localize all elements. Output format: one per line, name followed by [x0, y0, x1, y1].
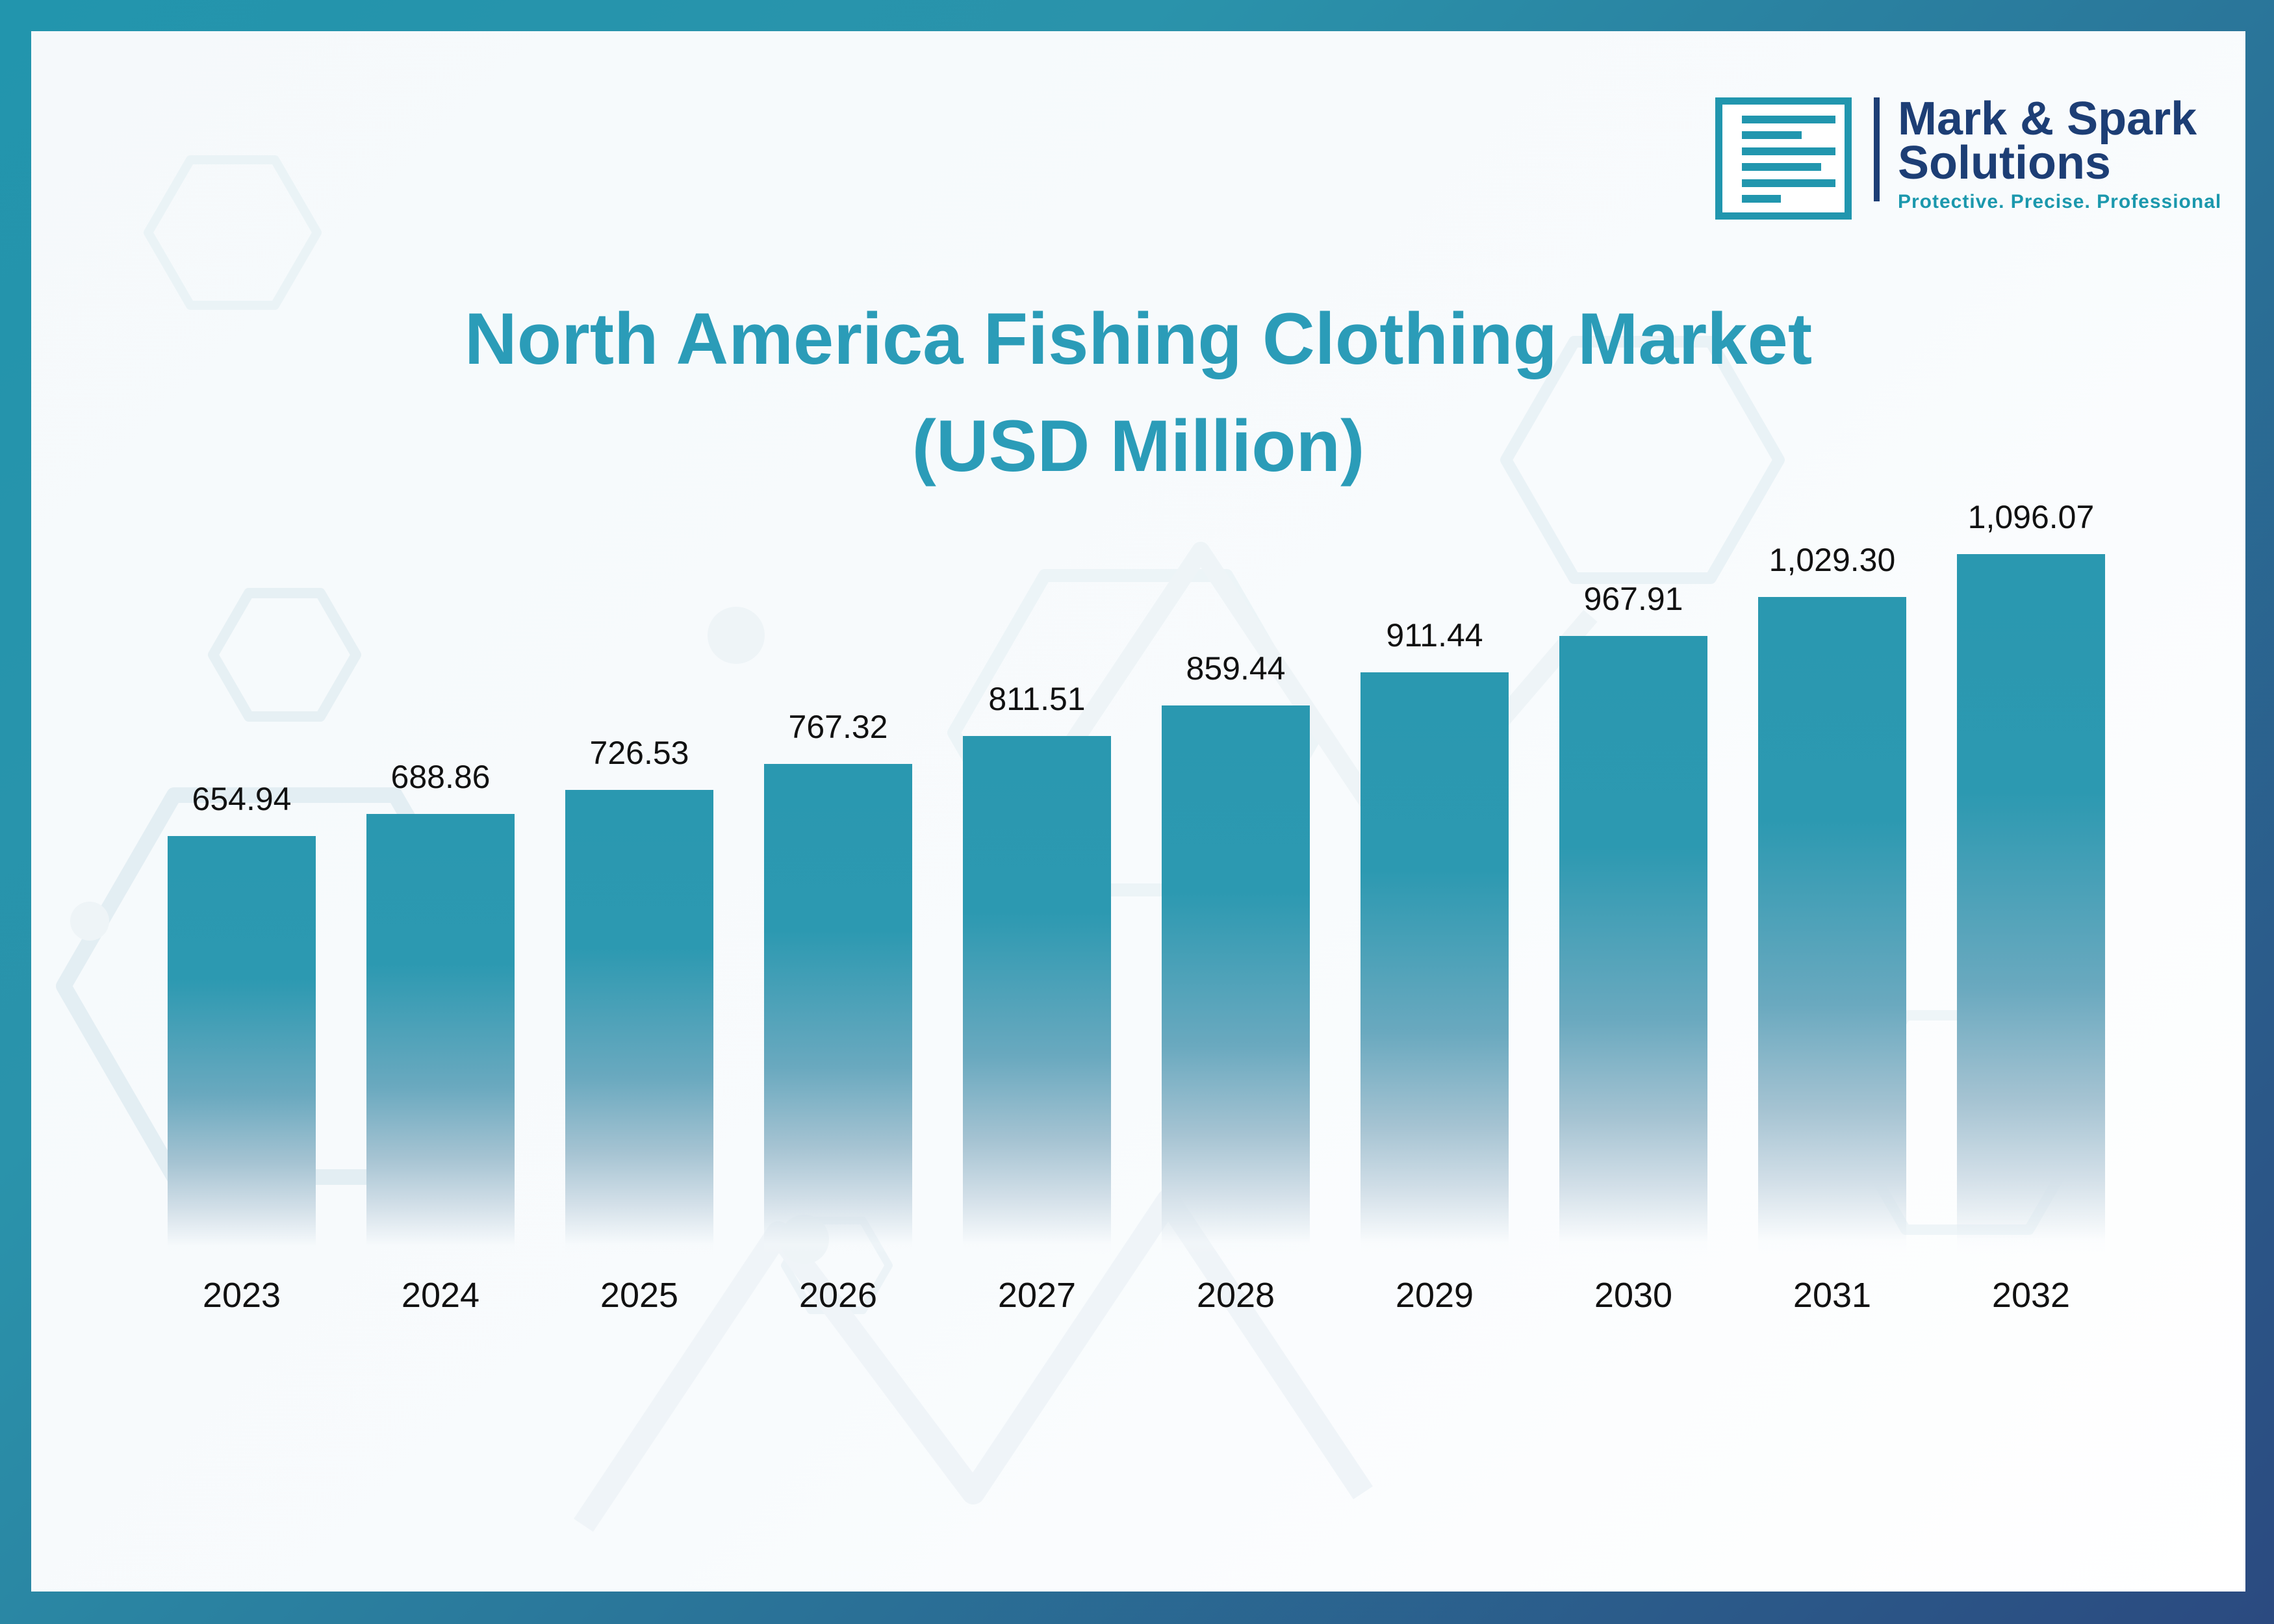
year-label: 2025 [600, 1276, 679, 1315]
bar [565, 790, 713, 1254]
page-title: North America Fishing Clothing Market (U… [31, 286, 2245, 500]
bar [1559, 636, 1707, 1254]
year-label: 2026 [798, 1276, 878, 1315]
year-label: 2024 [401, 1276, 480, 1315]
bar [168, 835, 316, 1254]
bar-column: 1,096.07 [1957, 499, 2105, 1254]
bar-column: 1,029.30 [1758, 542, 1906, 1254]
year-label: 2029 [1395, 1276, 1474, 1315]
bar-column: 811.51 [963, 554, 1111, 1254]
bar-value-label: 1,029.30 [1769, 541, 1896, 578]
bar-column: 911.44 [1361, 554, 1509, 1254]
bar [1758, 596, 1906, 1254]
bar-column: 859.44 [1162, 554, 1310, 1254]
logo-divider [1874, 97, 1880, 201]
bar-column: 654.94 [168, 554, 316, 1254]
bar-column: 967.91 [1559, 554, 1707, 1254]
document-icon-line [1742, 147, 1835, 155]
document-icon-line [1742, 163, 1822, 171]
year-label: 2032 [1991, 1276, 2071, 1315]
x-axis-labels: 2023 2024 2025 2026 2027 2028 2029 2030 2031 2032 [168, 1275, 2105, 1315]
bar-value-label: 1,096.07 [1967, 499, 2095, 535]
year-label: 2031 [1793, 1276, 1872, 1315]
document-icon-line [1742, 116, 1835, 123]
year-label: 2023 [202, 1276, 281, 1315]
bar-chart: 654.94 688.86 726.53 767.32 811.51 859.44 911.… [168, 499, 2105, 1254]
year-label: 2030 [1594, 1276, 1673, 1315]
bar [366, 814, 515, 1254]
infographic-card: Mark & Spark Solutions Protective. Preci… [31, 31, 2245, 1592]
brand-name-line2: Solutions [1898, 136, 2111, 189]
bar [963, 735, 1111, 1254]
bar-column: 726.53 [565, 554, 713, 1254]
bar-value-label: 859.44 [1186, 650, 1286, 687]
bar-value-label: 726.53 [589, 735, 689, 772]
bar-value-label: 688.86 [390, 759, 491, 796]
document-icon-line [1742, 194, 1782, 203]
brand-tagline: Protective. Precise. Professional [1898, 191, 2222, 213]
bar-value-label: 967.91 [1583, 581, 1683, 618]
brand-name-line1: Mark & Spark [1898, 93, 2197, 145]
bar-value-label: 811.51 [988, 680, 1086, 717]
bar-value-label: 767.32 [788, 709, 888, 746]
page-title-line1: North America Fishing Clothing Market [464, 298, 1813, 379]
bar-column: 767.32 [764, 554, 912, 1254]
bar-value-label: 911.44 [1386, 616, 1483, 653]
year-label: 2028 [1196, 1276, 1275, 1315]
logo: Mark & Spark Solutions Protective. Preci… [1715, 93, 2221, 220]
logo-text: Mark & Spark Solutions Protective. Preci… [1898, 93, 2221, 212]
document-icon-line [1742, 131, 1802, 140]
year-label: 2027 [997, 1276, 1077, 1315]
bar [1361, 672, 1509, 1254]
document-icon-line [1742, 179, 1835, 187]
bar-value-label: 654.94 [192, 780, 292, 817]
bar-column: 688.86 [366, 554, 515, 1254]
bar [764, 764, 912, 1254]
page-title-line2: (USD Million) [912, 405, 1365, 487]
bar [1162, 705, 1310, 1254]
document-icon [1715, 97, 1852, 220]
bar [1957, 554, 2105, 1254]
